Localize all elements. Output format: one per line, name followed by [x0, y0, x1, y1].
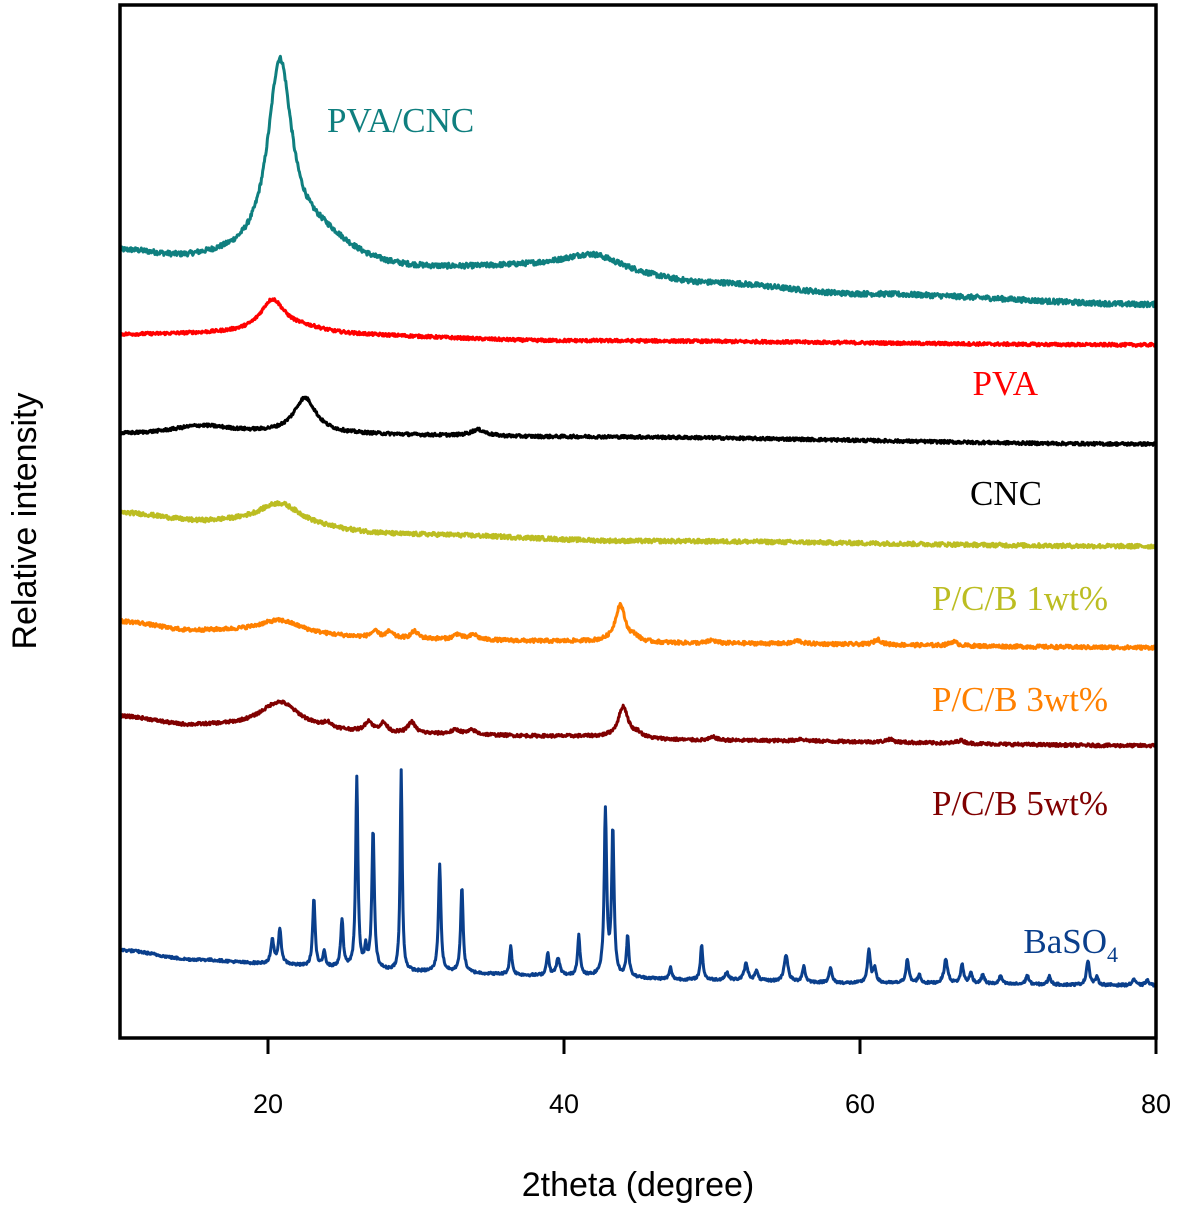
series-line-cnc: [119, 395, 1158, 447]
series-line-pva: [118, 297, 1158, 348]
plot-frame: [118, 3, 1158, 1040]
x-axis-ticks: 20 40 60 80: [253, 1038, 1171, 1119]
x-tick-label: 80: [1141, 1089, 1171, 1119]
x-tick-label: 20: [253, 1089, 283, 1119]
series-label-pva: PVA: [972, 364, 1038, 403]
series-line-p-c-b-1wt-: [118, 500, 1158, 550]
series-label-pva-cnc: PVA/CNC: [327, 101, 474, 140]
x-tick-label: 60: [845, 1089, 875, 1119]
series-label-p-c-b-5wt-: P/C/B 5wt%: [932, 784, 1108, 823]
y-axis-title: Relative intensity: [6, 392, 44, 649]
series-label-cnc: CNC: [970, 474, 1042, 513]
traces-group: [118, 54, 1158, 988]
series-line-pva-cnc: [118, 54, 1158, 309]
series-label-subscript: 4: [1107, 942, 1118, 967]
series-label-p-c-b-3wt-: P/C/B 3wt%: [932, 680, 1108, 719]
x-tick-label: 40: [549, 1089, 579, 1119]
series-label-baso4: BaSO4: [1023, 922, 1118, 967]
series-line-p-c-b-5wt-: [118, 699, 1157, 749]
series-line-p-c-b-3wt-: [119, 601, 1158, 651]
series-line-baso4: [118, 768, 1158, 988]
series-label-p-c-b-1wt-: P/C/B 1wt%: [932, 579, 1108, 618]
series-labels: PVA/CNC PVA CNC P/C/B 1wt% P/C/B 3wt% P/C/B 5…: [327, 101, 1118, 967]
x-axis-title: 2theta (degree): [522, 1166, 755, 1204]
